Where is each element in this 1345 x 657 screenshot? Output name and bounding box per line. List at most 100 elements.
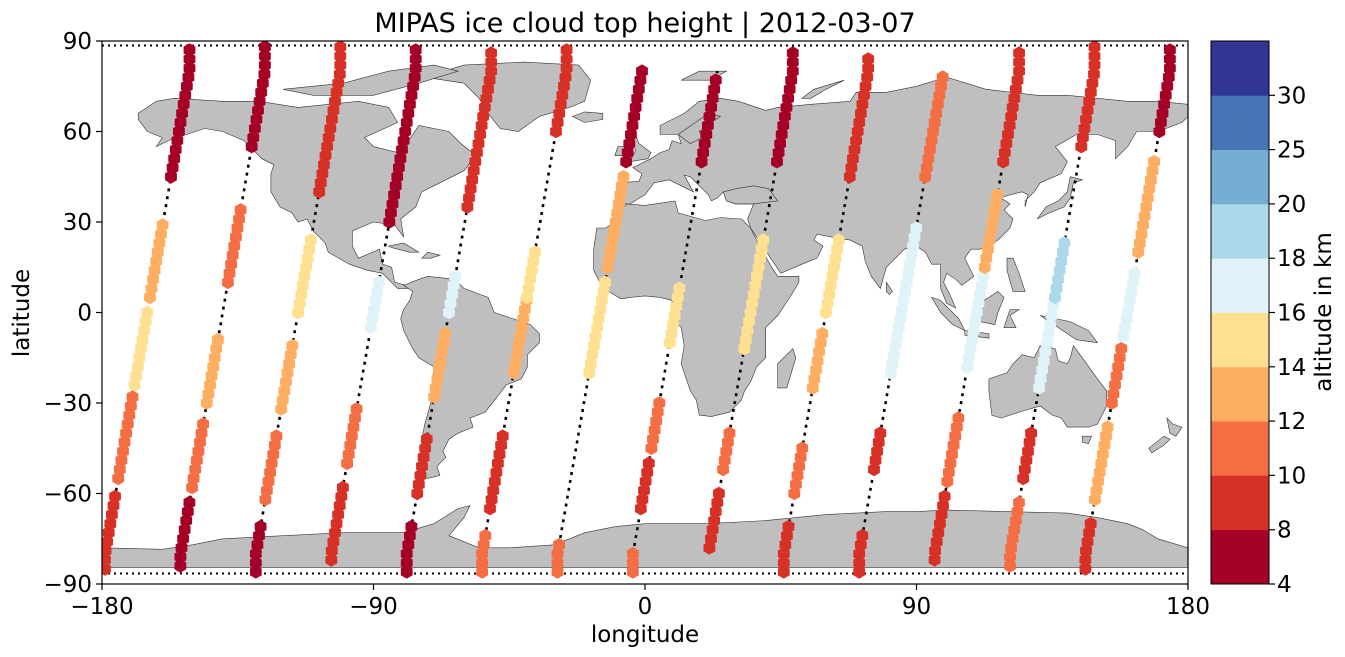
chart-title: MIPAS ice cloud top height | 2012-03-07 (374, 8, 915, 39)
cloud-marker (476, 556, 488, 570)
cloud-marker (928, 553, 941, 567)
cloud-marker (653, 396, 666, 410)
colorbar-segment (1211, 203, 1269, 259)
y-tick-label: 30 (63, 210, 92, 236)
cloud-marker (250, 556, 262, 570)
cloud-marker (141, 305, 154, 320)
cloud-markers (102, 41, 1176, 579)
cloud-marker (1115, 341, 1128, 356)
cloud-marker (782, 519, 795, 534)
y-tick-label: 60 (63, 120, 92, 146)
cloud-marker (1079, 553, 1092, 567)
landmass-sri-lanka (885, 281, 893, 295)
landmass-iceland (571, 111, 604, 123)
colorbar-segment (1211, 366, 1269, 422)
colorbar-tick-label: 18 (1277, 246, 1306, 272)
cloud-marker (156, 218, 169, 232)
cloud-marker (174, 559, 187, 573)
cloud-marker (485, 64, 497, 78)
cloud-marker (409, 61, 422, 75)
cloud-marker (485, 55, 497, 69)
colorbar-tick-label: 14 (1277, 355, 1306, 381)
cloud-marker (1088, 67, 1100, 81)
cloud-marker (183, 43, 196, 57)
cloud-marker (1088, 41, 1101, 54)
cloud-marker (1164, 61, 1176, 75)
plot-area (101, 40, 1189, 585)
colorbar-tick-label: 10 (1277, 463, 1306, 489)
cloud-marker (372, 275, 385, 290)
cloud-marker (627, 556, 639, 570)
y-axis: −90 −60 −30 0 30 60 90 (43, 29, 102, 598)
cloud-marker (258, 67, 271, 81)
cloud-marker (325, 553, 338, 567)
cloud-marker (259, 41, 271, 54)
x-tick-label: 180 (1166, 594, 1210, 620)
cloud-marker (234, 203, 247, 217)
colorbar-segment (1211, 475, 1269, 531)
cloud-marker (254, 519, 267, 534)
cloud-marker (270, 429, 283, 443)
x-tick-label: −90 (349, 594, 398, 620)
cloud-marker (1148, 154, 1160, 169)
cloud-marker (560, 61, 573, 75)
cloud-marker (1088, 49, 1101, 63)
colorbar-tick-label: 12 (1277, 409, 1306, 435)
cloud-marker (832, 233, 845, 247)
landmass-japan (1036, 176, 1084, 220)
cloud-marker (1013, 64, 1025, 78)
colorbar-tick-label: 20 (1277, 192, 1306, 218)
y-tick-label: 0 (77, 301, 92, 327)
colorbar-segment (1211, 95, 1269, 150)
cloud-marker (1058, 236, 1071, 250)
cloud-marker (709, 73, 722, 87)
colorbar-segment (1211, 258, 1269, 313)
cloud-marker (1013, 46, 1025, 60)
cloud-marker (786, 46, 799, 60)
cloud-marker (938, 489, 951, 504)
colorbar-tick-label: 30 (1277, 83, 1306, 109)
y-tick-label: 90 (63, 29, 92, 55)
cloud-marker (862, 52, 875, 66)
cloud-marker (334, 49, 347, 63)
colorbar-tick-label: 8 (1277, 518, 1292, 544)
cloud-marker (1128, 266, 1141, 281)
landmass-philippines (1006, 257, 1026, 292)
cloud-marker (286, 338, 299, 353)
cloud-marker (910, 221, 923, 235)
x-tick-label: 0 (638, 594, 653, 620)
cloud-marker (642, 456, 655, 471)
landmass-south-america (400, 275, 540, 479)
cloud-marker (400, 565, 413, 579)
cloud-marker (449, 269, 462, 284)
cloud-marker (485, 46, 497, 60)
cloud-marker (936, 70, 949, 84)
cloud-marker (952, 411, 965, 425)
cloud-marker (476, 565, 488, 579)
x-axis: −180 −90 0 90 180 (70, 584, 1210, 620)
cloud-marker (1088, 58, 1101, 72)
cloud-marker (777, 556, 790, 570)
cloud-marker (856, 528, 869, 543)
landmass-sulawesi (1003, 309, 1021, 328)
cloud-marker (636, 64, 648, 78)
cloud-marker (723, 426, 736, 440)
cloud-marker (333, 67, 346, 81)
cloud-marker (183, 52, 196, 66)
colorbar-ticks: 4 8 10 12 14 16 18 20 25 30 (1269, 83, 1306, 598)
cloud-marker (673, 281, 686, 296)
x-tick-label: −180 (70, 594, 133, 620)
cloud-marker (479, 528, 492, 543)
landmass-novaya-zemlya (801, 79, 845, 99)
landmass-antarctica (102, 505, 1188, 568)
cloud-marker (816, 326, 829, 341)
cloud-marker (1013, 55, 1025, 69)
cloud-marker (350, 402, 363, 416)
landmass-anatolia-fill (723, 185, 779, 205)
landmass-hispaniola (421, 251, 441, 259)
landmass-africa (593, 200, 800, 417)
cloud-marker (197, 417, 209, 431)
colorbar (1210, 40, 1270, 585)
colorbar-label: altitude in km (1311, 232, 1337, 392)
landmass-tasmania (1082, 435, 1092, 445)
